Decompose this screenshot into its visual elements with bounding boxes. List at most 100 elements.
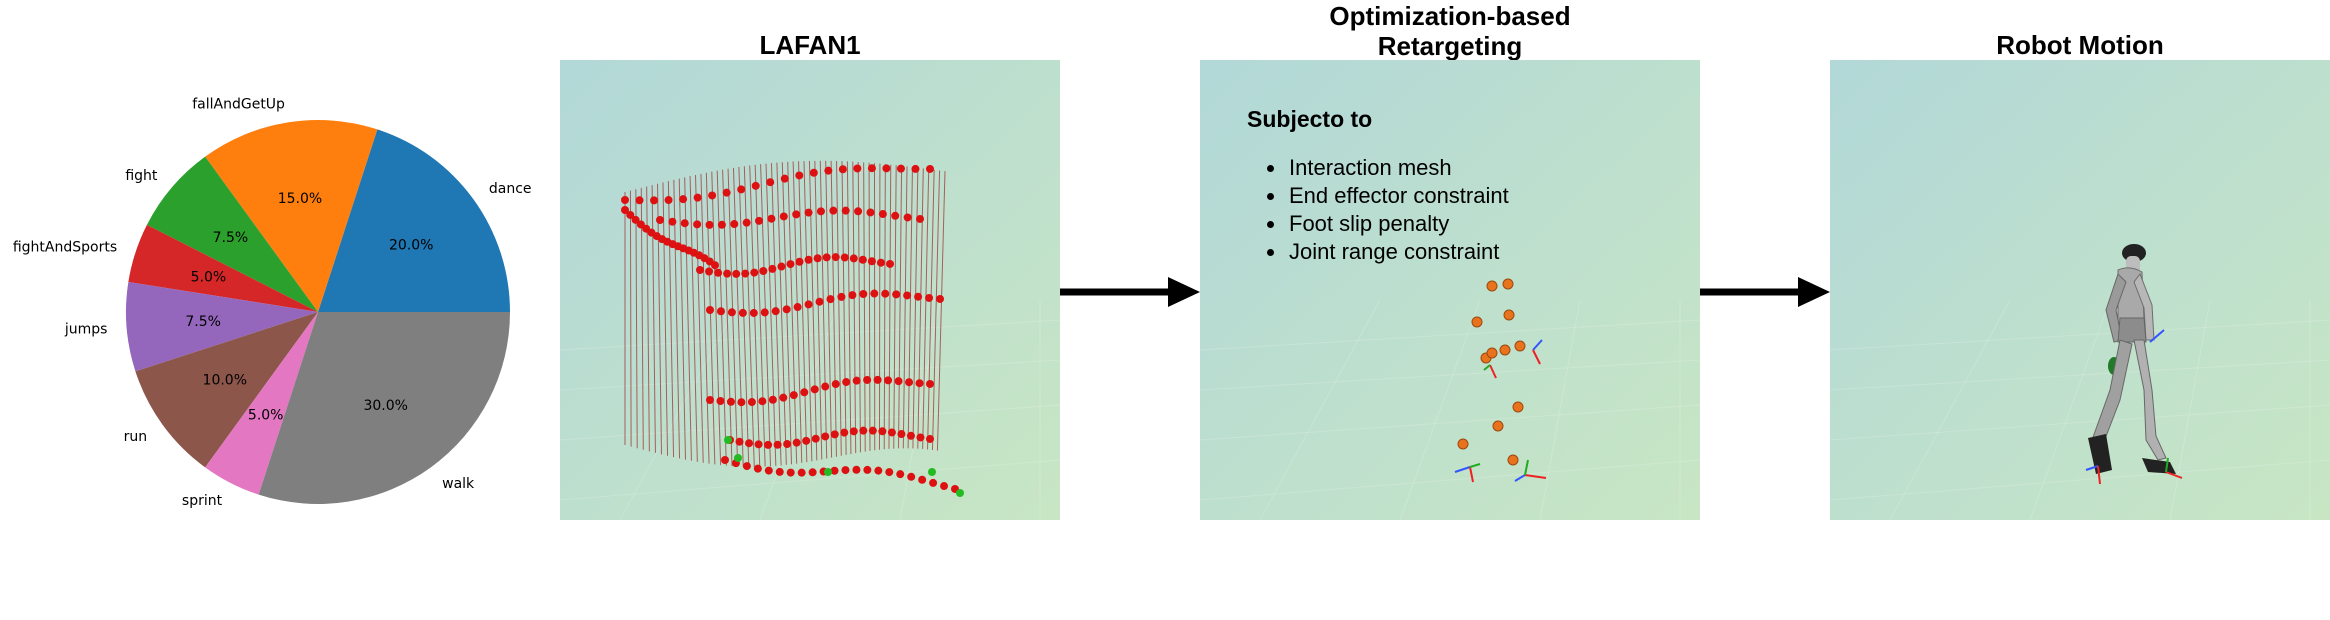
mocap-marker: [738, 308, 747, 317]
mocap-marker: [775, 467, 784, 476]
pie-category-label: fightAndSports: [13, 240, 117, 256]
mocap-marker: [873, 375, 882, 384]
constraint-item: Joint range constraint: [1287, 238, 1509, 266]
mesh-edge: [798, 161, 808, 463]
mocap-marker: [714, 268, 723, 277]
mocap-marker: [780, 174, 789, 183]
robot-right-leg: [2133, 339, 2167, 461]
mocap-marker: [631, 215, 640, 224]
mesh-edge: [732, 167, 744, 467]
mocap-marker: [777, 262, 786, 271]
keypoint-marker: [1486, 347, 1498, 359]
keypoint-marker: [1512, 401, 1524, 413]
mocap-marker: [650, 196, 659, 205]
mocap-marker: [849, 427, 858, 436]
mocap-marker: [813, 254, 822, 263]
mesh-edge: [657, 183, 662, 455]
mesh-edge: [852, 161, 857, 454]
contact-marker: [724, 436, 732, 444]
mocap-marker: [809, 168, 818, 177]
mocap-marker: [749, 308, 758, 317]
mocap-marker: [891, 211, 900, 220]
keypoint-marker: [1502, 278, 1514, 290]
mocap-marker: [822, 253, 831, 262]
mocap-marker: [824, 166, 833, 175]
mocap-marker: [826, 295, 835, 304]
mocap-marker: [706, 396, 714, 404]
pie-category-label: fight: [125, 168, 158, 184]
mocap-marker: [849, 254, 858, 263]
mesh-edge: [825, 160, 833, 458]
mocap-marker: [679, 195, 688, 204]
mesh-edge: [912, 167, 919, 449]
mocap-marker: [693, 220, 702, 229]
mesh-edge: [629, 190, 632, 447]
lafan-scene-svg: [560, 60, 1060, 520]
coordinate-frame-pelvis: [1483, 364, 1497, 379]
mocap-marker: [742, 462, 751, 471]
mocap-marker: [842, 378, 851, 387]
mocap-marker: [759, 267, 768, 276]
mocap-marker: [870, 289, 879, 298]
mocap-marker: [786, 468, 795, 477]
mocap-marker: [903, 291, 912, 300]
lafan-title: LAFAN1: [759, 30, 861, 60]
mocap-marker: [859, 426, 868, 435]
mocap-marker: [867, 164, 876, 173]
constraint-item: Interaction mesh: [1287, 154, 1509, 182]
keypoint-marker: [1457, 438, 1469, 450]
mesh-edge: [678, 178, 687, 460]
mocap-marker: [782, 305, 791, 314]
mocap-marker: [621, 196, 629, 204]
mocap-marker: [878, 210, 887, 219]
mocap-marker: [878, 427, 887, 436]
constraint-item: Foot slip penalty: [1287, 210, 1509, 238]
mesh-edge: [902, 166, 908, 449]
mocap-marker: [735, 437, 744, 446]
pie-percent-label: 10.0%: [203, 373, 247, 389]
mocap-marker: [751, 181, 760, 190]
mesh-edge: [787, 161, 798, 464]
mocap-marker: [795, 257, 804, 266]
mocap-marker: [848, 291, 857, 300]
mocap-marker: [755, 216, 764, 225]
lafan-scene: [560, 60, 1060, 520]
mocap-marker: [854, 207, 863, 216]
mocap-marker: [773, 440, 782, 449]
mocap-marker: [706, 306, 714, 314]
mocap-marker: [800, 388, 809, 397]
mocap-marker: [882, 164, 891, 173]
mocap-marker: [741, 269, 750, 278]
mesh-edge: [673, 179, 681, 459]
mocap-marker: [768, 395, 777, 404]
mocap-marker: [721, 456, 729, 464]
pie-category-label: sprint: [182, 493, 223, 509]
mocap-marker: [821, 432, 830, 441]
mocap-marker: [722, 188, 731, 197]
mesh-edge: [667, 181, 675, 458]
robot-motion-title: Robot Motion: [1996, 30, 2164, 60]
mocap-marker: [737, 185, 746, 194]
contact-marker: [956, 489, 964, 497]
coordinate-frame-hand: [1532, 339, 1543, 365]
mocap-marker: [831, 253, 840, 262]
mocap-marker: [821, 382, 830, 391]
mesh-edge: [927, 169, 935, 450]
mocap-marker: [876, 258, 885, 267]
mesh-edge: [700, 173, 710, 464]
scene-background: [1830, 60, 2330, 520]
mocap-marker: [897, 430, 906, 439]
mesh-edge: [738, 167, 750, 467]
mocap-marker: [742, 218, 751, 227]
mocap-marker: [786, 260, 795, 269]
mocap-marker: [750, 268, 759, 277]
mocap-marker: [745, 439, 754, 448]
mocap-marker: [783, 440, 792, 449]
mocap-marker: [894, 377, 903, 386]
mocap-marker: [841, 466, 850, 475]
mesh-edge: [863, 162, 866, 452]
mocap-marker: [766, 178, 775, 187]
mocap-marker: [732, 269, 741, 278]
mocap-marker: [636, 220, 645, 229]
retargeting-title-line1: Optimization-based: [1329, 1, 1571, 31]
